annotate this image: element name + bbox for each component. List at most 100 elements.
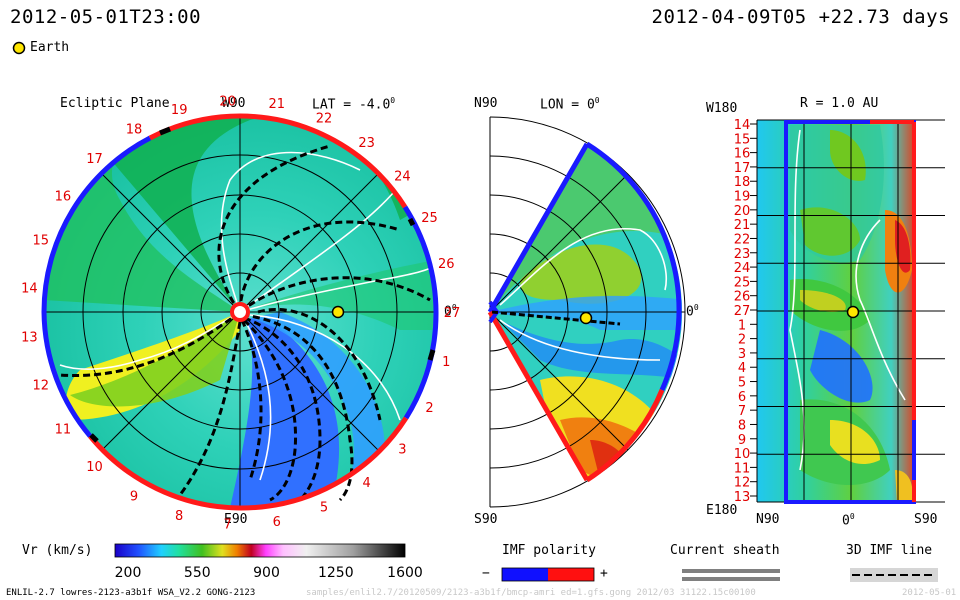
meridional-contours: [499, 227, 667, 361]
ecliptic-field-lines: [59, 144, 431, 502]
current-sheath-line-1: [682, 569, 780, 573]
meridional-lon-label: LON = 00: [540, 96, 600, 113]
carrington-label-4: 4: [362, 476, 370, 491]
radial-row-label-6: 6: [738, 390, 746, 405]
green-stream-region: [60, 116, 436, 312]
carrington-label-27: 27: [444, 306, 461, 321]
imf-negative-swatch: [502, 568, 548, 581]
carrington-label-6: 6: [273, 515, 281, 530]
vr-colorbar-label: Vr (km/s): [22, 543, 93, 558]
ecliptic-polarity-ring: [41, 113, 439, 511]
radial-row-label-22: 22: [734, 233, 751, 248]
carrington-label-11: 11: [55, 423, 72, 438]
radial-row-label-16: 16: [734, 147, 751, 162]
carrington-label-22: 22: [316, 111, 333, 126]
imf-plus-label: +: [600, 566, 608, 581]
radial-row-labels: 1415161718192021222324252627123456789101…: [734, 118, 751, 505]
radial-xtick-n90: N90: [756, 512, 780, 527]
imf-line-title: 3D IMF line: [846, 543, 933, 558]
meridional-zero-label: 00: [686, 303, 699, 320]
radial-yellow-region: [830, 420, 880, 465]
footer-model-info: ENLIL-2.7 lowres-2123-a3b1f WSA_V2.2 GON…: [6, 588, 256, 598]
radial-row-label-15: 15: [734, 132, 751, 147]
radial-e180-label: E180: [706, 503, 738, 518]
meridional-grid: [489, 116, 686, 508]
vr-colorbar-ticks: 200 550 900 1250 1600: [115, 565, 423, 581]
radial-row-label-8: 8: [738, 419, 746, 434]
reference-datetime: 2012-04-09T05 +22.73 days: [651, 6, 950, 28]
vr-colorbar: [114, 543, 406, 558]
carrington-label-24: 24: [394, 170, 411, 185]
radial-green-region: [800, 207, 860, 256]
imf-minus-label: −: [482, 566, 490, 581]
carrington-label-10: 10: [86, 460, 103, 475]
carrington-label-25: 25: [421, 211, 438, 226]
earth-marker-ecliptic: [331, 305, 345, 319]
carrington-label-14: 14: [21, 281, 38, 296]
radial-xtick-s90: S90: [914, 512, 938, 527]
radial-row-label-1: 1: [738, 318, 746, 333]
vr-colorbar-tick-1250: 1250: [318, 565, 354, 581]
radial-row-label-13: 13: [734, 490, 751, 505]
ecliptic-title: Ecliptic Plane: [60, 96, 170, 111]
radial-row-label-4: 4: [738, 361, 746, 376]
radial-xtick-zero: 00: [842, 512, 855, 529]
radial-title: R = 1.0 AU: [800, 96, 879, 111]
meridional-edge-north: [487, 142, 590, 314]
carrington-label-3: 3: [398, 442, 406, 457]
radial-w180-label: W180: [706, 101, 738, 116]
vr-colorbar-tick-900: 900: [253, 565, 280, 581]
radial-row-label-7: 7: [738, 404, 746, 419]
radial-row-label-14: 14: [734, 118, 751, 133]
current-sheath-title: Current sheath: [670, 543, 780, 558]
ecliptic-contours: [59, 149, 437, 481]
carrington-label-2: 2: [425, 401, 433, 416]
carrington-label-18: 18: [126, 122, 143, 137]
model-datetime: 2012-05-01T23:00: [10, 6, 202, 28]
carrington-label-12: 12: [33, 379, 50, 394]
radial-row-label-19: 19: [734, 190, 751, 205]
radial-row-label-27: 27: [734, 304, 751, 319]
radial-row-label-25: 25: [734, 275, 751, 290]
meridional-s90-label: S90: [474, 512, 498, 527]
ecliptic-sector-marks: [89, 126, 436, 443]
vr-colorbar-tick-550: 550: [184, 565, 211, 581]
footer-path: samples/enlil2.7/20120509/2123-a3b1f/bmc…: [306, 588, 756, 598]
carrington-label-5: 5: [320, 501, 328, 516]
radial-row-label-10: 10: [734, 447, 751, 462]
earth-marker-radial: [846, 305, 860, 319]
radial-row-label-5: 5: [738, 376, 746, 391]
carrington-label-7: 7: [224, 518, 232, 533]
radial-blue-region: [810, 330, 873, 403]
earth-legend: Earth: [12, 40, 69, 55]
vr-colorbar-tick-200: 200: [115, 565, 142, 581]
radial-row-label-3: 3: [738, 347, 746, 362]
carrington-label-23: 23: [358, 136, 375, 151]
current-sheath-line-2: [682, 577, 780, 581]
ecliptic-e90-label: E90: [224, 512, 248, 527]
meridional-n90-label: N90: [474, 96, 498, 111]
sun-marker: [230, 302, 250, 322]
carrington-label-19: 19: [171, 103, 188, 118]
radial-row-label-23: 23: [734, 247, 751, 262]
carrington-label-16: 16: [55, 190, 72, 205]
radial-row-label-18: 18: [734, 175, 751, 190]
imf-positive-swatch: [548, 568, 594, 581]
carrington-label-15: 15: [33, 234, 50, 249]
radial-row-label-2: 2: [738, 333, 746, 348]
carrington-label-17: 17: [86, 152, 103, 167]
meridional-field-line: [491, 310, 621, 326]
radial-row-label-26: 26: [734, 290, 751, 305]
ecliptic-zero-label: 00: [444, 303, 457, 320]
footer-date: 2012-05-01: [902, 588, 957, 598]
radial-row-label-11: 11: [734, 461, 751, 476]
imf-polarity-title: IMF polarity: [502, 543, 596, 558]
carrington-label-26: 26: [438, 257, 455, 272]
carrington-label-8: 8: [175, 509, 183, 524]
carrington-label-21: 21: [269, 97, 286, 112]
ecliptic-lat-label: LAT = -4.00: [312, 96, 396, 113]
earth-marker-meridional: [579, 311, 593, 325]
vr-colorbar-tick-1600: 1600: [387, 565, 423, 581]
